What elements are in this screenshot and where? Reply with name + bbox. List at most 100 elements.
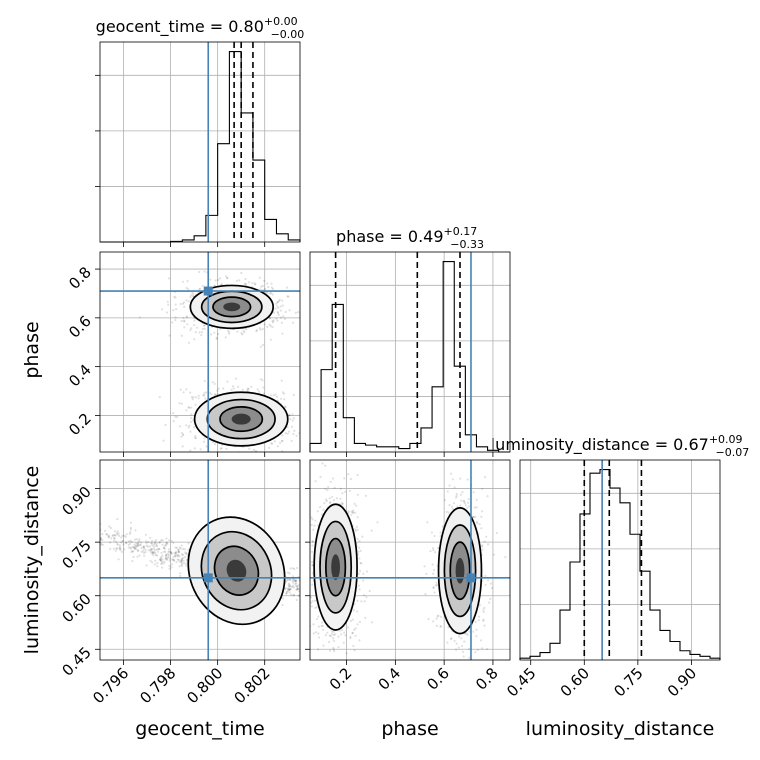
scatter-point — [134, 545, 137, 548]
scatter-point — [46, 515, 48, 517]
scatter-point — [222, 454, 224, 456]
scatter-point — [295, 525, 297, 527]
scatter-point — [160, 308, 164, 311]
scatter-point — [468, 630, 471, 633]
scatter-point — [503, 640, 505, 642]
scatter-point — [327, 485, 330, 489]
y-tick-label: 0.90 — [58, 483, 94, 519]
scatter-point — [362, 572, 365, 576]
scatter-point — [57, 519, 59, 521]
scatter-point — [279, 316, 282, 319]
scatter-point — [305, 589, 307, 591]
scatter-point — [360, 607, 362, 609]
scatter-point — [189, 329, 192, 332]
scatter-point — [359, 569, 362, 573]
scatter-point — [203, 379, 206, 383]
scatter-point — [291, 579, 294, 583]
scatter-point — [150, 542, 153, 545]
scatter-point — [116, 542, 119, 545]
scatter-point — [168, 550, 171, 553]
scatter-point — [262, 386, 265, 389]
scatter-point — [175, 546, 178, 549]
scatter-point — [263, 279, 266, 282]
scatter-point — [305, 400, 307, 402]
scatter-point — [351, 631, 354, 635]
panel-frame — [519, 459, 721, 661]
scatter-point — [322, 424, 324, 426]
scatter-point — [304, 575, 306, 577]
scatter-point — [194, 434, 197, 438]
scatter-point — [53, 506, 55, 508]
scatter-point — [203, 394, 206, 397]
scatter-point — [302, 586, 304, 588]
scatter-point — [197, 394, 200, 397]
scatter-point — [513, 638, 515, 640]
scatter-point — [324, 487, 327, 490]
scatter-point — [105, 533, 108, 536]
scatter-point — [428, 608, 430, 610]
scatter-point — [544, 648, 546, 650]
scatter-point — [180, 402, 183, 405]
scatter-point — [517, 653, 519, 655]
scatter-point — [138, 316, 141, 319]
scatter-point — [362, 579, 365, 582]
scatter-point — [179, 388, 182, 391]
scatter-point — [108, 525, 111, 528]
scatter-point — [481, 510, 484, 513]
scatter-point — [89, 530, 91, 532]
scatter-point — [314, 631, 318, 634]
scatter-point — [232, 387, 235, 390]
scatter-point — [165, 542, 168, 545]
scatter-point — [367, 619, 369, 621]
scatter-point — [240, 332, 243, 335]
scatter-point — [311, 540, 314, 543]
scatter-point — [209, 278, 212, 281]
scatter-point — [219, 277, 222, 280]
scatter-point — [297, 594, 300, 597]
scatter-point — [354, 614, 356, 616]
scatter-point — [147, 549, 150, 552]
scatter-point — [224, 336, 227, 339]
scatter-point — [312, 322, 314, 324]
scatter-point — [133, 547, 136, 550]
scatter-point — [164, 423, 167, 427]
scatter-point — [591, 671, 593, 673]
scatter-point — [402, 614, 404, 616]
density-content — [11, 506, 593, 673]
scatter-point — [165, 537, 168, 540]
scatter-point — [313, 524, 316, 527]
scatter-point — [62, 514, 64, 516]
scatter-point — [347, 510, 350, 513]
scatter-point — [11, 511, 13, 513]
scatter-point — [178, 565, 181, 568]
scatter-point — [305, 408, 307, 410]
scatter-point — [194, 396, 198, 399]
panel-frame — [309, 459, 511, 661]
scatter-point — [474, 515, 477, 518]
scatter-point — [64, 520, 66, 522]
scatter-point — [281, 434, 284, 437]
scatter-point — [288, 591, 291, 594]
scatter-point — [362, 606, 364, 608]
scatter-point — [300, 588, 302, 590]
scatter-point — [170, 563, 173, 566]
scatter-point — [373, 601, 375, 603]
scatter-point — [349, 619, 353, 623]
scatter-point — [243, 282, 246, 285]
scatter-point — [377, 615, 379, 617]
contour-fill — [331, 554, 340, 581]
scatter-point — [182, 301, 186, 304]
scatter-point — [352, 509, 355, 512]
scatter-point — [117, 532, 120, 535]
scatter-point — [226, 380, 229, 383]
scatter-point — [391, 598, 393, 600]
panel-frame — [99, 459, 301, 661]
scatter-point — [200, 334, 203, 337]
scatter-point — [311, 518, 314, 521]
scatter-point — [67, 534, 69, 536]
scatter-point — [213, 393, 216, 396]
scatter-point — [203, 437, 206, 440]
scatter-point — [311, 583, 314, 586]
scatter-point — [332, 499, 336, 502]
scatter-point — [432, 585, 435, 589]
